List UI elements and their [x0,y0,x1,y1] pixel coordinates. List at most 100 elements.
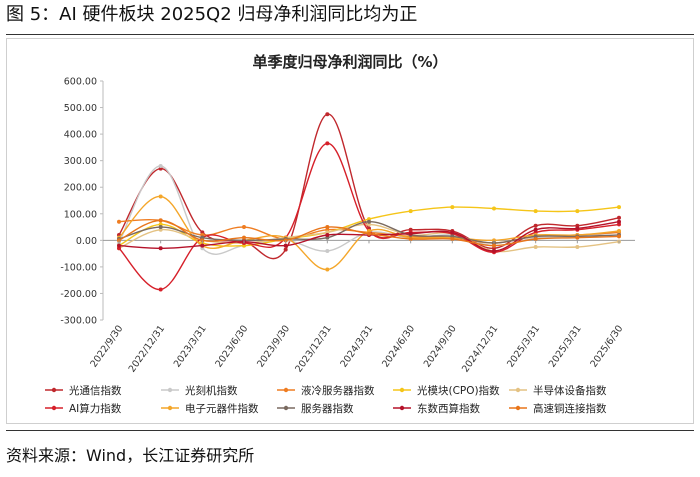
legend-swatch-marker [51,387,57,393]
data-point [450,237,455,242]
legend-swatch-marker [515,405,521,411]
data-point [617,219,621,224]
data-point [575,244,580,249]
legend-swatch-marker [283,387,289,393]
y-tick-label: -300.00 [60,316,97,327]
x-tick-label: 2023/3/31 [172,323,209,369]
y-tick-label: -200.00 [60,289,97,300]
legend-label: 液冷服务器指数 [301,384,375,397]
x-tick-labels: 2022/9/30 2022/12/31 2023/3/31 2023/6/30 202… [89,240,626,375]
line-chart: 单季度归母净利润同比（%） 600.00 500.00 400.00 300.00 20… [45,53,635,415]
x-tick-label: 2023/6/30 [214,323,251,369]
data-point [367,219,371,224]
data-point [617,229,621,234]
legend-item: 服务器指数 [277,402,354,415]
data-point [575,226,580,231]
data-point [325,112,330,117]
data-point [533,244,538,249]
legend-item: 半导体设备指数 [509,384,607,397]
legend-label: 高速铜连接指数 [533,402,607,415]
series-5 [117,141,621,292]
legend-item: 电子元器件指数 [161,402,259,415]
x-tick-label: 2022/9/30 [89,323,126,369]
chart-container: 单季度归母净利润同比（%） 600.00 500.00 400.00 300.00 20… [6,38,694,424]
legend-item: 东数西算指数 [393,402,480,415]
series-layer [117,112,621,292]
x-tick-label: 2025/3/31 [547,323,584,369]
legend-item: 液冷服务器指数 [277,384,375,397]
y-tick-label: 0.00 [76,236,97,247]
top-rule [6,34,694,35]
data-point [158,163,163,168]
legend-item: 光刻机指数 [161,384,238,397]
x-tick-label: 2025/6/30 [589,323,626,369]
legend-label: 东数西算指数 [417,402,480,415]
legend-label: 半导体设备指数 [533,384,607,397]
y-tick-label: 200.00 [64,183,97,194]
legend-swatch-marker [399,405,405,411]
y-tick-label: 500.00 [64,103,97,114]
data-point [117,219,121,224]
x-tick-label: 2023/9/30 [255,323,292,369]
data-point [533,227,538,232]
data-point [408,237,413,242]
legend-item: 光模块(CPO)指数 [393,384,500,397]
y-tick-label: 100.00 [64,209,97,220]
data-point [575,235,580,240]
legend-label: 光刻机指数 [185,384,238,397]
axes-layer: 600.00 500.00 400.00 300.00 200.00 100.00 0.00… [60,77,635,327]
legend-item: AI算力指数 [45,402,122,415]
legend-label: 电子元器件指数 [185,402,259,415]
x-tick-label: 2024/6/30 [380,323,417,369]
legend-swatch-marker [51,405,57,411]
data-point [200,243,205,248]
data-point [533,223,538,228]
legend-swatch-marker [515,387,521,393]
legend-label: AI算力指数 [69,402,122,415]
data-point [283,243,288,248]
data-point [242,235,246,240]
data-point [283,247,288,252]
legend-label: 服务器指数 [301,402,354,415]
series-line [118,142,620,291]
legend-swatch-marker [167,405,173,411]
data-point [492,243,496,248]
data-point [533,237,538,242]
data-point [367,231,371,236]
y-tick-label: 400.00 [64,130,97,141]
data-point [450,230,455,235]
legend-swatch-marker [399,387,405,393]
data-point [158,194,163,199]
series-9 [117,218,621,248]
data-point [158,218,163,223]
data-point [158,225,163,230]
legend: 光通信指数 光刻机指数 液冷服务器指数 光模块(CPO)指数 半导体设备指数 AI算力指数… [45,384,607,415]
source-note: 资料来源：Wind，长江证券研究所 [6,446,255,465]
data-point [158,287,163,292]
data-point [325,233,330,238]
legend-swatch-marker [283,405,289,411]
series-line [118,113,620,260]
data-point [575,209,580,214]
data-point [242,225,246,230]
x-tick-label: 2022/12/31 [127,323,167,374]
data-point [325,141,330,146]
data-point [533,209,538,214]
x-tick-label: 2024/3/31 [339,323,376,369]
legend-item: 高速铜连接指数 [509,402,607,415]
x-tick-label: 2025/3/31 [505,323,542,369]
x-tick-label: 2024/9/30 [422,323,459,369]
data-point [158,246,163,251]
data-point [325,267,330,272]
data-point [492,248,496,253]
y-tick-label: -100.00 [60,262,97,273]
y-tick-label: 600.00 [64,77,97,88]
data-point [617,215,621,220]
legend-label: 光模块(CPO)指数 [417,384,500,397]
figure-caption: 图 5：AI 硬件板块 2025Q2 归母净利润同比均为正 [6,4,418,25]
chart-title: 单季度归母净利润同比（%） [252,53,447,71]
y-tick-label: 300.00 [64,156,97,167]
data-point [408,209,413,214]
data-point [325,225,330,230]
data-point [617,205,621,210]
